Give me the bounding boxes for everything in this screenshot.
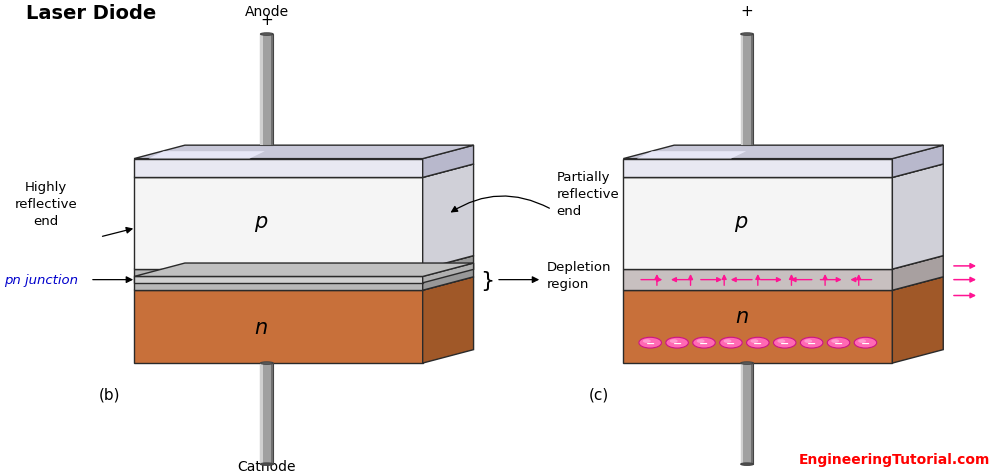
Bar: [741, 35, 743, 146]
Polygon shape: [623, 165, 943, 178]
Text: EngineeringTutorial.com: EngineeringTutorial.com: [799, 453, 990, 466]
Polygon shape: [623, 178, 892, 269]
Text: $p$: $p$: [734, 214, 749, 234]
Bar: [271, 35, 273, 146]
Polygon shape: [134, 264, 474, 277]
Text: (c): (c): [589, 387, 609, 402]
Polygon shape: [637, 152, 746, 159]
Text: (b): (b): [99, 387, 120, 402]
Text: −: −: [780, 338, 789, 348]
Text: Partially
reflective
end: Partially reflective end: [557, 171, 619, 218]
Circle shape: [831, 339, 839, 343]
Polygon shape: [134, 146, 474, 159]
Polygon shape: [134, 165, 474, 178]
Circle shape: [720, 337, 742, 348]
Text: Depletion
region: Depletion region: [547, 260, 611, 290]
Ellipse shape: [741, 34, 753, 36]
Circle shape: [724, 339, 731, 343]
Circle shape: [800, 337, 823, 348]
Text: Laser Diode: Laser Diode: [26, 4, 157, 23]
Ellipse shape: [260, 362, 273, 365]
Bar: [260, 35, 273, 146]
Circle shape: [858, 339, 866, 343]
Text: −: −: [834, 338, 843, 348]
Text: Highly
reflective
end: Highly reflective end: [15, 180, 77, 227]
Polygon shape: [423, 277, 474, 363]
Bar: [741, 363, 743, 464]
Polygon shape: [623, 256, 943, 269]
Polygon shape: [134, 277, 474, 291]
Text: +: +: [260, 13, 273, 28]
Polygon shape: [623, 146, 943, 159]
Text: Cathode: Cathode: [238, 459, 296, 474]
Text: −: −: [861, 338, 870, 348]
Polygon shape: [134, 277, 423, 283]
Text: +: +: [741, 4, 753, 19]
Polygon shape: [892, 256, 943, 291]
Polygon shape: [623, 159, 892, 178]
Bar: [260, 363, 273, 464]
Ellipse shape: [260, 463, 273, 466]
Bar: [741, 35, 753, 146]
Text: −: −: [740, 450, 754, 468]
Polygon shape: [134, 256, 474, 269]
Polygon shape: [148, 152, 265, 159]
Circle shape: [777, 339, 785, 343]
Circle shape: [666, 337, 688, 348]
Polygon shape: [423, 264, 474, 283]
Polygon shape: [623, 277, 943, 291]
Bar: [260, 363, 263, 464]
Ellipse shape: [741, 463, 753, 466]
Text: −: −: [807, 338, 816, 348]
Polygon shape: [892, 277, 943, 363]
Ellipse shape: [260, 34, 273, 36]
Text: −: −: [726, 338, 736, 348]
Polygon shape: [423, 146, 474, 178]
Ellipse shape: [741, 362, 753, 365]
Text: $n$: $n$: [735, 306, 749, 326]
Circle shape: [751, 339, 758, 343]
Polygon shape: [134, 178, 423, 269]
Text: pn junction: pn junction: [4, 274, 78, 287]
Circle shape: [670, 339, 678, 343]
Polygon shape: [423, 256, 474, 291]
Circle shape: [854, 337, 877, 348]
Polygon shape: [623, 291, 892, 363]
Circle shape: [747, 337, 769, 348]
Text: −: −: [699, 338, 709, 348]
Text: −: −: [260, 450, 274, 468]
Text: Anode: Anode: [245, 5, 289, 19]
Bar: [260, 35, 263, 146]
Bar: [751, 363, 753, 464]
Circle shape: [639, 337, 661, 348]
Polygon shape: [423, 165, 474, 269]
Circle shape: [804, 339, 812, 343]
Text: −: −: [753, 338, 763, 348]
Polygon shape: [892, 146, 943, 178]
Bar: [751, 35, 753, 146]
Bar: [741, 363, 753, 464]
Text: }: }: [480, 270, 495, 290]
Polygon shape: [623, 269, 892, 291]
Bar: [271, 363, 273, 464]
Text: $n$: $n$: [254, 317, 268, 337]
Polygon shape: [134, 269, 423, 291]
Circle shape: [697, 339, 705, 343]
Circle shape: [643, 339, 651, 343]
Circle shape: [773, 337, 796, 348]
Text: −: −: [672, 338, 682, 348]
Circle shape: [827, 337, 850, 348]
Circle shape: [693, 337, 715, 348]
Polygon shape: [892, 165, 943, 269]
Text: −: −: [645, 338, 655, 348]
Polygon shape: [134, 291, 423, 363]
Polygon shape: [134, 159, 423, 178]
Text: $p$: $p$: [254, 214, 268, 234]
